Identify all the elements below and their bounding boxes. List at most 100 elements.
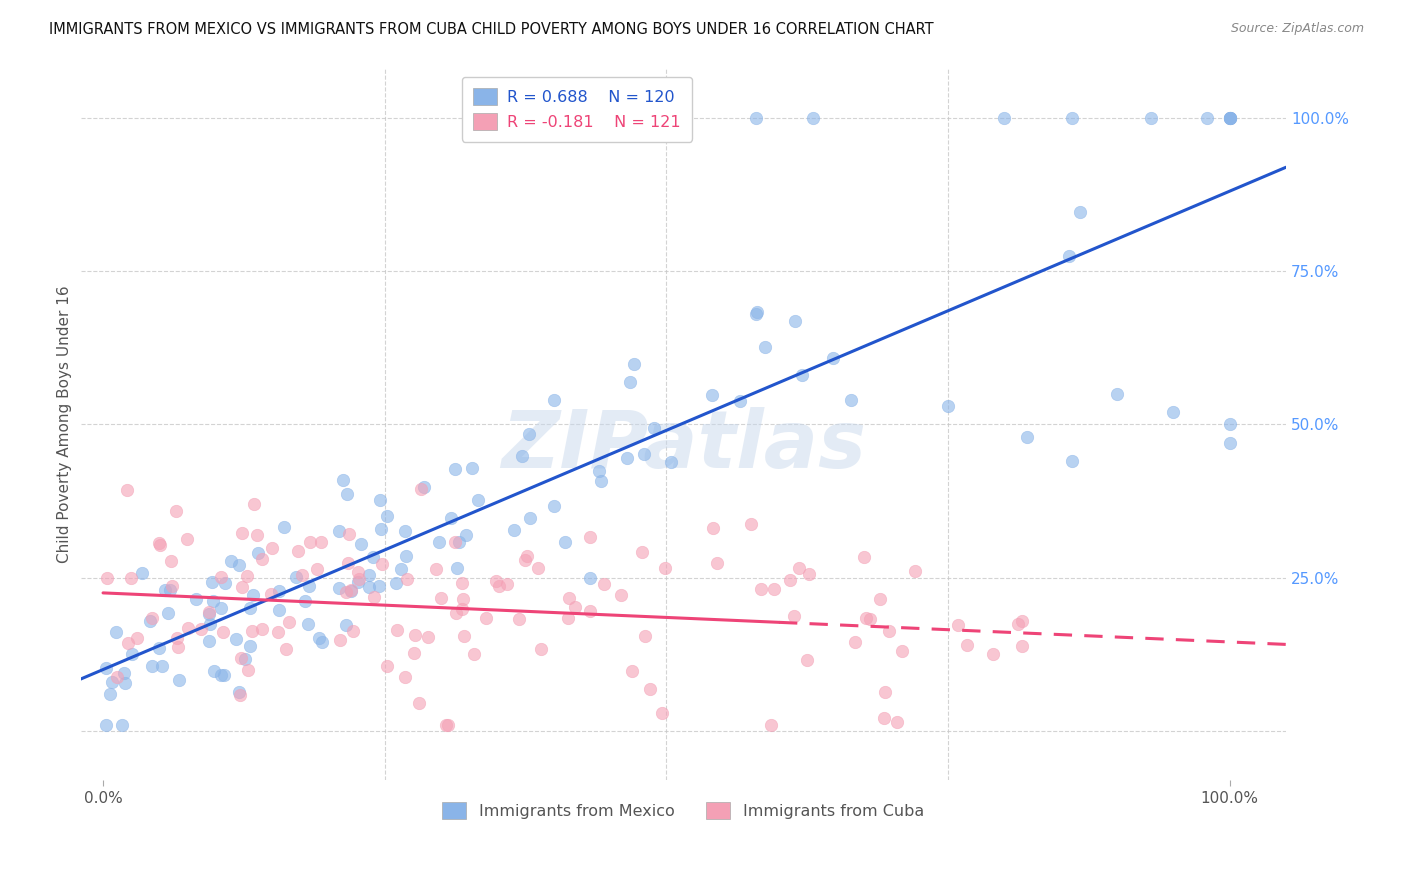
Point bbox=[579, 571, 602, 585]
Point bbox=[839, 392, 862, 407]
Text: IMMIGRANTS FROM MEXICO VS IMMIGRANTS FROM CUBA CHILD POVERTY AMONG BOYS UNDER 16: IMMIGRANTS FROM MEXICO VS IMMIGRANTS FRO… bbox=[49, 22, 934, 37]
Point bbox=[700, 388, 723, 402]
Point bbox=[790, 368, 813, 383]
Point bbox=[449, 535, 471, 549]
Text: Source: ZipAtlas.com: Source: ZipAtlas.com bbox=[1230, 22, 1364, 36]
Point bbox=[796, 653, 818, 667]
Point bbox=[411, 482, 433, 496]
Point bbox=[425, 562, 447, 576]
Point bbox=[659, 455, 682, 469]
Point bbox=[184, 591, 207, 606]
Legend: Immigrants from Mexico, Immigrants from Cuba: Immigrants from Mexico, Immigrants from … bbox=[436, 795, 931, 825]
Point bbox=[219, 554, 242, 568]
Point bbox=[176, 532, 198, 546]
Point bbox=[557, 591, 579, 606]
Point bbox=[1007, 617, 1029, 632]
Point bbox=[740, 517, 762, 532]
Point bbox=[706, 557, 728, 571]
Point bbox=[368, 579, 391, 593]
Point bbox=[496, 577, 519, 591]
Point bbox=[311, 535, 333, 549]
Point bbox=[993, 111, 1015, 125]
Point bbox=[904, 564, 927, 578]
Point bbox=[328, 524, 350, 538]
Point bbox=[955, 638, 977, 652]
Point bbox=[201, 574, 224, 589]
Point bbox=[350, 536, 373, 550]
Point bbox=[754, 340, 776, 354]
Point bbox=[370, 492, 392, 507]
Point bbox=[225, 632, 247, 647]
Point bbox=[242, 588, 264, 602]
Point bbox=[578, 530, 600, 544]
Point bbox=[517, 427, 540, 442]
Point bbox=[211, 570, 233, 584]
Point bbox=[852, 549, 875, 564]
Point bbox=[267, 603, 290, 617]
Point bbox=[329, 633, 352, 648]
Point bbox=[298, 579, 321, 593]
Point bbox=[557, 611, 579, 625]
Point bbox=[783, 609, 806, 624]
Point bbox=[1219, 111, 1241, 125]
Point bbox=[408, 696, 430, 710]
Point bbox=[267, 624, 290, 639]
Point bbox=[633, 629, 655, 643]
Point bbox=[370, 523, 392, 537]
Point bbox=[527, 560, 550, 574]
Point bbox=[503, 524, 526, 538]
Point bbox=[654, 561, 676, 575]
Point bbox=[1011, 639, 1033, 653]
Point bbox=[260, 541, 283, 555]
Point bbox=[229, 651, 252, 665]
Point bbox=[157, 606, 180, 620]
Point bbox=[336, 487, 359, 501]
Point bbox=[214, 575, 236, 590]
Point bbox=[859, 612, 882, 626]
Point bbox=[267, 583, 290, 598]
Point bbox=[201, 593, 224, 607]
Point bbox=[120, 571, 142, 585]
Point bbox=[749, 582, 772, 596]
Point bbox=[361, 549, 384, 564]
Point bbox=[299, 534, 322, 549]
Point bbox=[730, 393, 752, 408]
Point bbox=[1197, 111, 1219, 125]
Point bbox=[404, 628, 426, 642]
Point bbox=[347, 565, 370, 579]
Point bbox=[149, 538, 172, 552]
Text: ZIPatlas: ZIPatlas bbox=[501, 407, 866, 484]
Point bbox=[198, 616, 221, 631]
Point bbox=[167, 640, 190, 654]
Point bbox=[342, 624, 364, 638]
Point bbox=[446, 606, 468, 620]
Point bbox=[246, 527, 269, 541]
Point bbox=[363, 590, 385, 604]
Point bbox=[148, 640, 170, 655]
Point bbox=[162, 579, 184, 593]
Point bbox=[1219, 435, 1241, 450]
Point bbox=[873, 711, 896, 725]
Point bbox=[579, 603, 602, 617]
Point bbox=[246, 546, 269, 560]
Point bbox=[633, 447, 655, 461]
Point bbox=[308, 631, 330, 645]
Point bbox=[231, 526, 253, 541]
Point bbox=[488, 579, 510, 593]
Point bbox=[385, 575, 408, 590]
Point bbox=[588, 464, 610, 478]
Point bbox=[981, 648, 1004, 662]
Point bbox=[623, 357, 645, 371]
Point bbox=[357, 568, 380, 582]
Point bbox=[337, 557, 360, 571]
Point bbox=[591, 474, 613, 488]
Point bbox=[177, 621, 200, 635]
Point bbox=[212, 668, 235, 682]
Point bbox=[202, 665, 225, 679]
Point bbox=[593, 577, 616, 591]
Point bbox=[485, 574, 508, 588]
Point bbox=[948, 618, 970, 632]
Point bbox=[783, 314, 806, 328]
Point bbox=[643, 421, 665, 435]
Point bbox=[250, 552, 273, 566]
